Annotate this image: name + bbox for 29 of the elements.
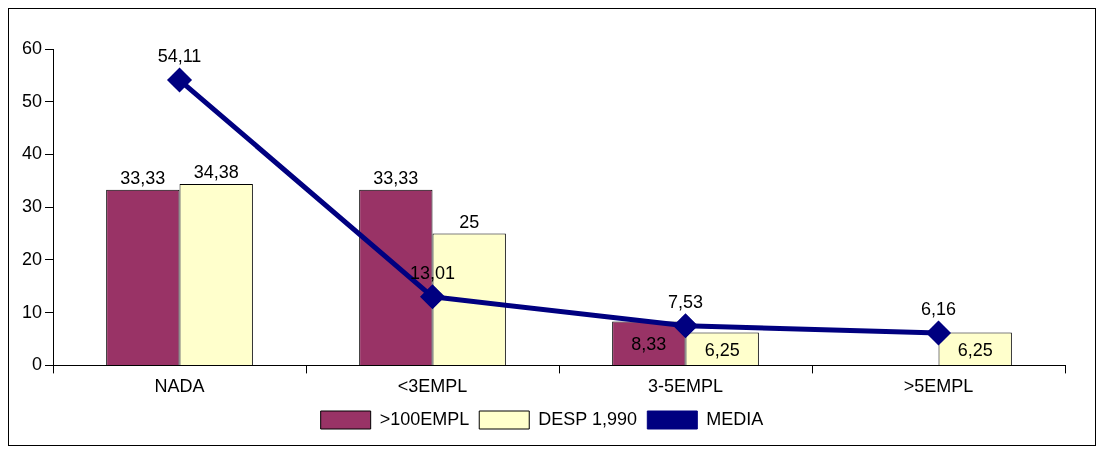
y-tick-label: 60 — [21, 37, 43, 58]
data-label: 6,25 — [704, 339, 740, 360]
data-label: 25 — [459, 211, 480, 232]
data-label: 6,25 — [957, 339, 993, 360]
point — [168, 68, 192, 92]
x-tick-label: NADA — [154, 376, 205, 397]
x-tick-label: <3EMPL — [397, 376, 468, 397]
y-tick-label: 20 — [21, 248, 43, 269]
legend-label: >100EMPL — [379, 408, 470, 429]
legend-label: DESP 1,990 — [538, 408, 637, 429]
y-tick-label: 0 — [32, 354, 43, 375]
legend-label: MEDIA — [706, 408, 764, 429]
data-label: 7,53 — [667, 291, 704, 312]
data-label: 13,01 — [409, 262, 456, 283]
point — [927, 321, 950, 345]
data-label: 54,11 — [157, 46, 202, 67]
data-label: 8,33 — [631, 334, 667, 355]
y-tick-label: 40 — [21, 143, 43, 164]
y-tick-label: 10 — [21, 301, 43, 322]
data-label: 33,33 — [120, 167, 166, 188]
point — [421, 285, 445, 309]
data-label: 33,33 — [373, 167, 419, 188]
y-tick-label: 50 — [21, 90, 43, 111]
data-label: 6,16 — [920, 298, 957, 319]
x-tick-label: 3-5EMPL — [647, 376, 724, 397]
y-tick-label: 30 — [21, 196, 43, 217]
point — [674, 314, 698, 338]
x-tick-label: >5EMPL — [903, 376, 974, 397]
data-label: 34,38 — [193, 162, 239, 183]
